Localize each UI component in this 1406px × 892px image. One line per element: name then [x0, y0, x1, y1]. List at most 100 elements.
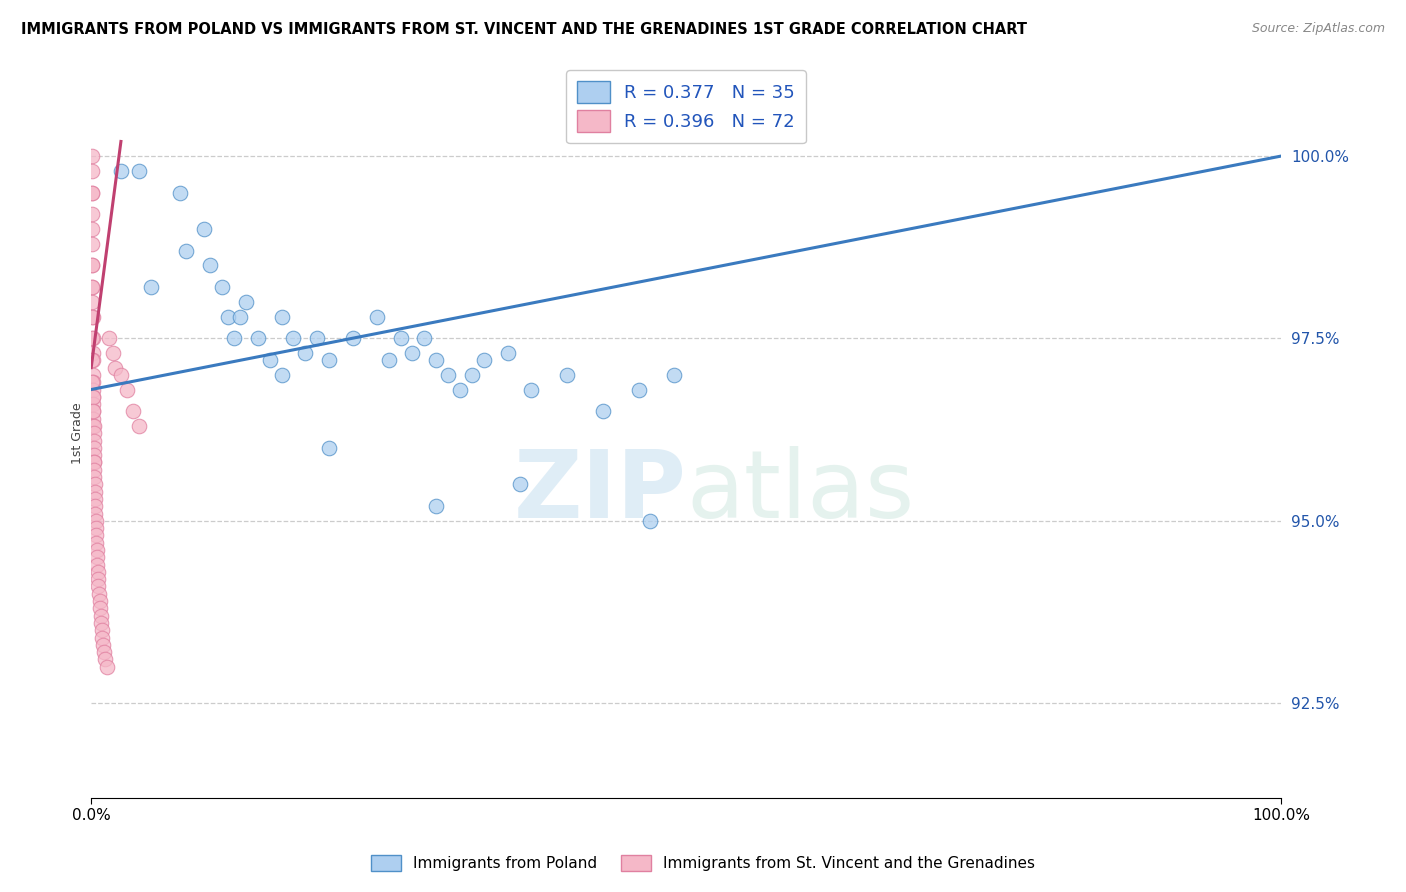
- Point: [84, 521, 107, 535]
- Point: [80, 186, 103, 200]
- Point: [82, 222, 104, 236]
- Point: [472, 353, 495, 368]
- Point: [83, 455, 105, 469]
- Point: [84, 500, 107, 514]
- Point: [90, 608, 112, 623]
- Point: [86, 558, 108, 572]
- Point: [461, 368, 484, 382]
- Point: [121, 404, 143, 418]
- Point: [413, 331, 436, 345]
- Y-axis label: 1st Grade: 1st Grade: [72, 402, 84, 464]
- Point: [169, 186, 191, 200]
- Point: [259, 353, 281, 368]
- Point: [83, 426, 105, 441]
- Point: [82, 376, 104, 390]
- Point: [83, 419, 105, 434]
- Point: [83, 441, 105, 455]
- Text: Source: ZipAtlas.com: Source: ZipAtlas.com: [1251, 22, 1385, 36]
- Point: [342, 331, 364, 345]
- Point: [84, 507, 107, 521]
- Point: [425, 353, 447, 368]
- Point: [592, 404, 614, 418]
- Point: [366, 310, 388, 324]
- Point: [83, 491, 105, 506]
- Point: [82, 390, 104, 404]
- Point: [90, 615, 112, 630]
- Legend: R = 0.377   N = 35, R = 0.396   N = 72: R = 0.377 N = 35, R = 0.396 N = 72: [567, 70, 806, 144]
- Point: [84, 514, 107, 528]
- Point: [82, 331, 104, 345]
- Point: [80, 163, 103, 178]
- Point: [82, 310, 104, 324]
- Point: [640, 514, 662, 528]
- Point: [520, 383, 543, 397]
- Point: [82, 353, 104, 368]
- Point: [82, 207, 104, 221]
- Point: [104, 360, 127, 375]
- Point: [83, 470, 105, 484]
- Point: [80, 259, 103, 273]
- Point: [82, 331, 104, 345]
- Point: [193, 222, 215, 236]
- Point: [98, 331, 121, 345]
- Point: [128, 163, 150, 178]
- Point: [176, 244, 198, 258]
- Point: [87, 572, 110, 586]
- Point: [101, 346, 124, 360]
- Point: [87, 580, 110, 594]
- Point: [82, 346, 104, 360]
- Point: [217, 310, 239, 324]
- Point: [82, 295, 104, 310]
- Point: [294, 346, 316, 360]
- Point: [307, 331, 329, 345]
- Point: [128, 419, 150, 434]
- Point: [89, 601, 111, 615]
- Point: [235, 295, 257, 310]
- Point: [96, 659, 118, 673]
- Point: [110, 163, 132, 178]
- Point: [270, 310, 292, 324]
- Point: [86, 543, 108, 558]
- Point: [82, 419, 104, 434]
- Point: [82, 353, 104, 368]
- Point: [555, 368, 578, 382]
- Point: [211, 280, 233, 294]
- Point: [91, 638, 114, 652]
- Point: [87, 587, 110, 601]
- Point: [110, 368, 132, 382]
- Point: [270, 368, 292, 382]
- Point: [82, 236, 104, 251]
- Point: [80, 186, 103, 200]
- Text: ZIP: ZIP: [513, 446, 686, 538]
- Point: [83, 477, 105, 491]
- Point: [94, 652, 117, 666]
- Point: [82, 411, 104, 425]
- Point: [664, 368, 686, 382]
- Point: [83, 455, 105, 469]
- Point: [83, 448, 105, 462]
- Point: [115, 383, 138, 397]
- Point: [89, 594, 111, 608]
- Point: [82, 404, 104, 418]
- Point: [449, 383, 471, 397]
- Point: [84, 535, 107, 549]
- Point: [246, 331, 269, 345]
- Point: [87, 565, 110, 579]
- Point: [82, 397, 104, 411]
- Point: [318, 353, 340, 368]
- Point: [318, 441, 340, 455]
- Text: IMMIGRANTS FROM POLAND VS IMMIGRANTS FROM ST. VINCENT AND THE GRENADINES 1ST GRA: IMMIGRANTS FROM POLAND VS IMMIGRANTS FRO…: [21, 22, 1028, 37]
- Point: [90, 624, 112, 638]
- Point: [86, 550, 108, 565]
- Point: [496, 346, 519, 360]
- Point: [84, 528, 107, 542]
- Point: [82, 383, 104, 397]
- Point: [198, 259, 221, 273]
- Point: [437, 368, 460, 382]
- Point: [283, 331, 305, 345]
- Point: [509, 477, 531, 491]
- Point: [80, 149, 103, 163]
- Point: [229, 310, 252, 324]
- Point: [83, 434, 105, 448]
- Point: [82, 368, 104, 382]
